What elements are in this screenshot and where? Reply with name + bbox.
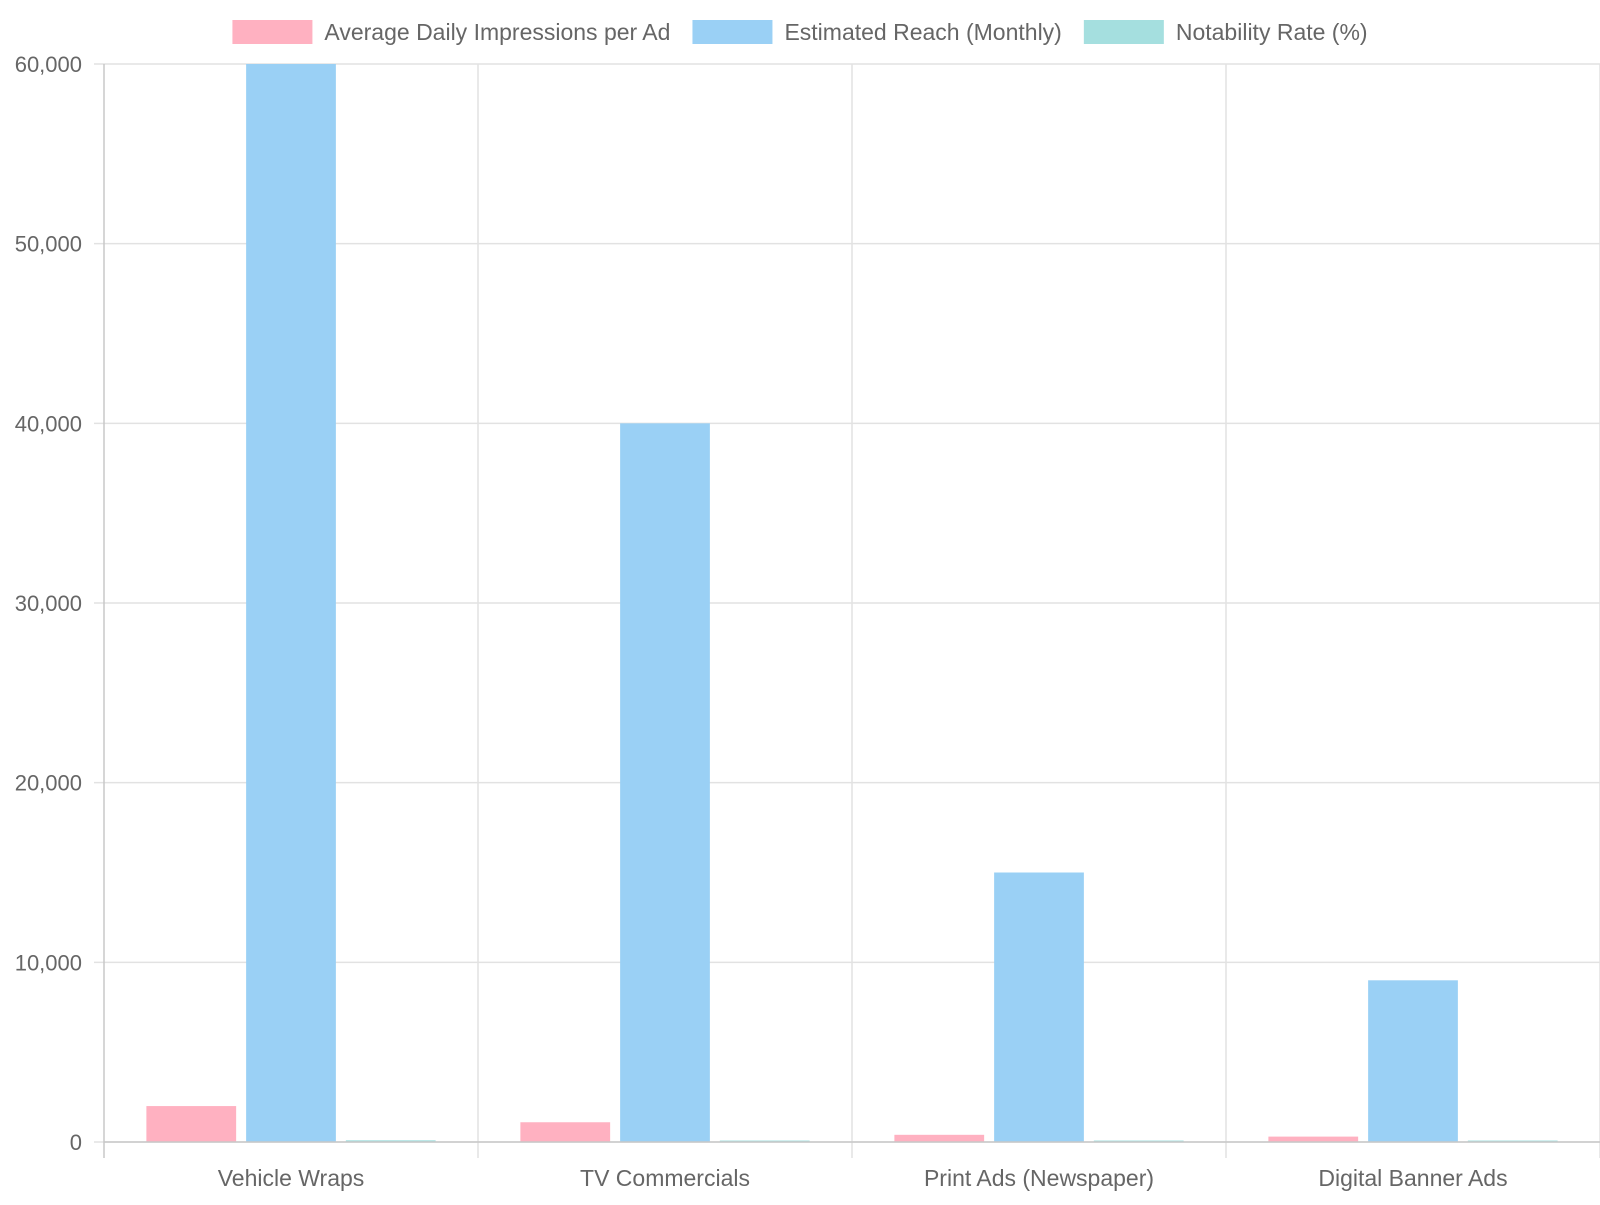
bar-1-4[interactable]: [1268, 1136, 1359, 1142]
bar-2-4[interactable]: [1368, 980, 1458, 1142]
y-tick-label: 30,000: [15, 591, 82, 616]
x-tick-label: Vehicle Wraps: [218, 1165, 365, 1191]
x-tick-label: Print Ads (Newspaper): [924, 1165, 1154, 1191]
legend-swatch: [692, 20, 773, 44]
legend-item-3[interactable]: Notability Rate (%): [1083, 19, 1368, 45]
bar-1-1[interactable]: [146, 1106, 237, 1142]
bar-1-2[interactable]: [520, 1122, 611, 1142]
bars-layer: [146, 64, 1558, 1143]
legend[interactable]: Average Daily Impressions per Ad Estimate…: [232, 19, 1368, 45]
legend-label: Notability Rate (%): [1176, 19, 1368, 45]
y-tick-label: 0: [70, 1130, 82, 1155]
y-tick-label: 50,000: [15, 232, 82, 257]
legend-label: Average Daily Impressions per Ad: [324, 19, 670, 45]
y-tick-label: 10,000: [15, 950, 82, 975]
y-tick-label: 40,000: [15, 411, 82, 436]
legend-label: Estimated Reach (Monthly): [784, 19, 1061, 45]
y-tick-label: 20,000: [15, 771, 82, 796]
legend-swatch: [232, 20, 313, 44]
legend-item-1[interactable]: Average Daily Impressions per Ad: [232, 19, 670, 45]
grid-layer: [94, 63, 1600, 1158]
bar-2-1[interactable]: [246, 64, 336, 1142]
bar-2-2[interactable]: [620, 423, 710, 1142]
legend-swatch: [1083, 20, 1164, 44]
bar-1-3[interactable]: [894, 1134, 985, 1142]
axis-layer: 0 10,000 20,000 30,000 40,000 50,000 60,000 Veh…: [15, 52, 1600, 1191]
y-tick-label: 60,000: [15, 52, 82, 77]
bar-3-1[interactable]: [345, 1140, 436, 1142]
legend-item-2[interactable]: Estimated Reach (Monthly): [692, 19, 1062, 45]
x-tick-label: Digital Banner Ads: [1318, 1165, 1507, 1191]
bar-2-3[interactable]: [994, 872, 1084, 1143]
x-tick-label: TV Commercials: [580, 1165, 750, 1191]
